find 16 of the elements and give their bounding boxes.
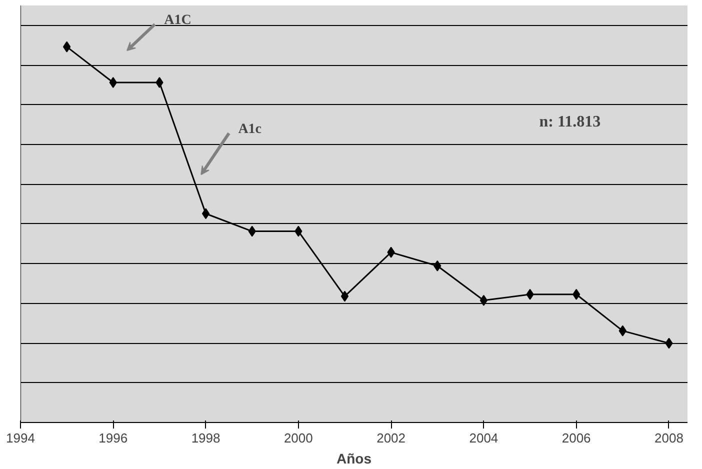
x-tick-label: 2008	[654, 430, 684, 446]
x-tick-label: 2000	[284, 430, 313, 446]
point	[62, 41, 71, 52]
x-tick-label: 1994	[6, 430, 35, 446]
annotation: n: 11.813	[539, 113, 601, 130]
point	[480, 294, 488, 306]
x-tick-label: 1998	[191, 430, 220, 446]
x-tick-label: 1996	[98, 430, 128, 446]
annotation: A1c	[238, 122, 262, 137]
point	[202, 208, 210, 220]
point	[340, 290, 349, 302]
text: A1C	[164, 13, 192, 28]
x-tick-label: 2002	[376, 430, 406, 446]
x-tick-label: 2004	[469, 430, 498, 446]
x-axis-title: Años	[336, 450, 372, 466]
x-tick-label: 2006	[562, 430, 591, 446]
